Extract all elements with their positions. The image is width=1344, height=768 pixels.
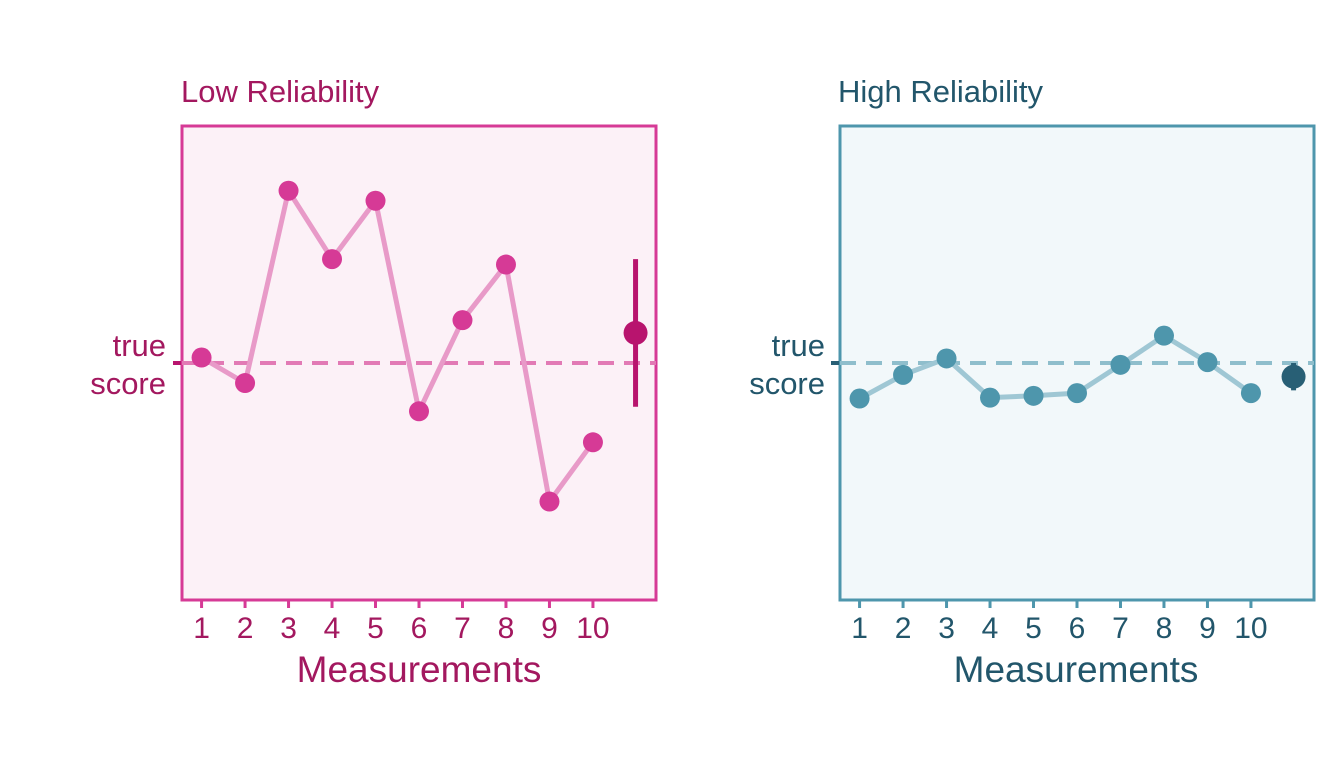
series-line [858, 333, 1253, 401]
series-line [200, 188, 595, 505]
high-reliability-panel: High Reliability true score 1 2 3 4 5 6 7 8 9 10 … [749, 74, 1316, 690]
x-tick-label: 7 [1112, 612, 1129, 645]
mean-point [1281, 364, 1306, 389]
data-point [582, 432, 603, 453]
x-tick-label: 3 [938, 612, 955, 645]
data-point [1197, 352, 1218, 373]
data-point [936, 348, 957, 369]
data-point [539, 491, 560, 512]
data-point [235, 373, 256, 394]
data-point [322, 249, 343, 270]
x-axis-label: Measurements [297, 649, 542, 690]
x-tick-label: 6 [411, 612, 428, 645]
data-marks [840, 325, 1314, 409]
panel-title: High Reliability [838, 74, 1044, 109]
data-point [452, 310, 473, 331]
x-tick-label: 4 [982, 612, 999, 645]
data-point [893, 364, 914, 385]
y-label-line-1: true [772, 328, 825, 363]
x-tick-label: 8 [498, 612, 515, 645]
data-point [1153, 325, 1174, 346]
x-tick-label: 10 [1234, 612, 1267, 645]
x-axis-ticks: 1 2 3 4 5 6 7 8 9 10 [851, 601, 1268, 645]
data-marks [182, 180, 656, 512]
x-axis-label: Measurements [954, 649, 1199, 690]
x-tick-label: 7 [454, 612, 471, 645]
data-point [1110, 354, 1131, 375]
data-point [849, 388, 870, 409]
x-tick-label: 5 [1025, 612, 1042, 645]
x-tick-label: 2 [895, 612, 912, 645]
x-tick-label: 2 [237, 612, 254, 645]
x-tick-label: 3 [280, 612, 297, 645]
x-tick-label: 4 [324, 612, 341, 645]
y-label-line-2: score [90, 366, 166, 401]
data-point [409, 401, 429, 422]
x-tick-label: 6 [1069, 612, 1086, 645]
x-tick-label: 9 [541, 612, 558, 645]
x-tick-label: 9 [1199, 612, 1216, 645]
data-point [495, 254, 516, 275]
data-point [365, 190, 386, 211]
data-point [980, 387, 1001, 408]
x-tick-label: 8 [1156, 612, 1173, 645]
x-tick-label: 10 [576, 612, 609, 645]
data-point [1240, 383, 1261, 404]
data-point [1023, 385, 1044, 406]
y-label-line-2: score [749, 366, 825, 401]
panel-title: Low Reliability [181, 74, 380, 109]
data-point [191, 347, 212, 368]
data-point [278, 180, 299, 201]
x-tick-label: 1 [193, 612, 210, 645]
data-point [1067, 383, 1087, 404]
low-reliability-panel: Low Reliability true score 1 2 3 4 5 6 7 8 9 10 M… [90, 74, 658, 690]
x-axis-ticks: 1 2 3 4 5 6 7 8 9 10 [193, 601, 610, 645]
mean-point [623, 320, 648, 345]
y-label-line-1: true [113, 328, 166, 363]
x-tick-label: 1 [851, 612, 868, 645]
x-tick-label: 5 [367, 612, 384, 645]
